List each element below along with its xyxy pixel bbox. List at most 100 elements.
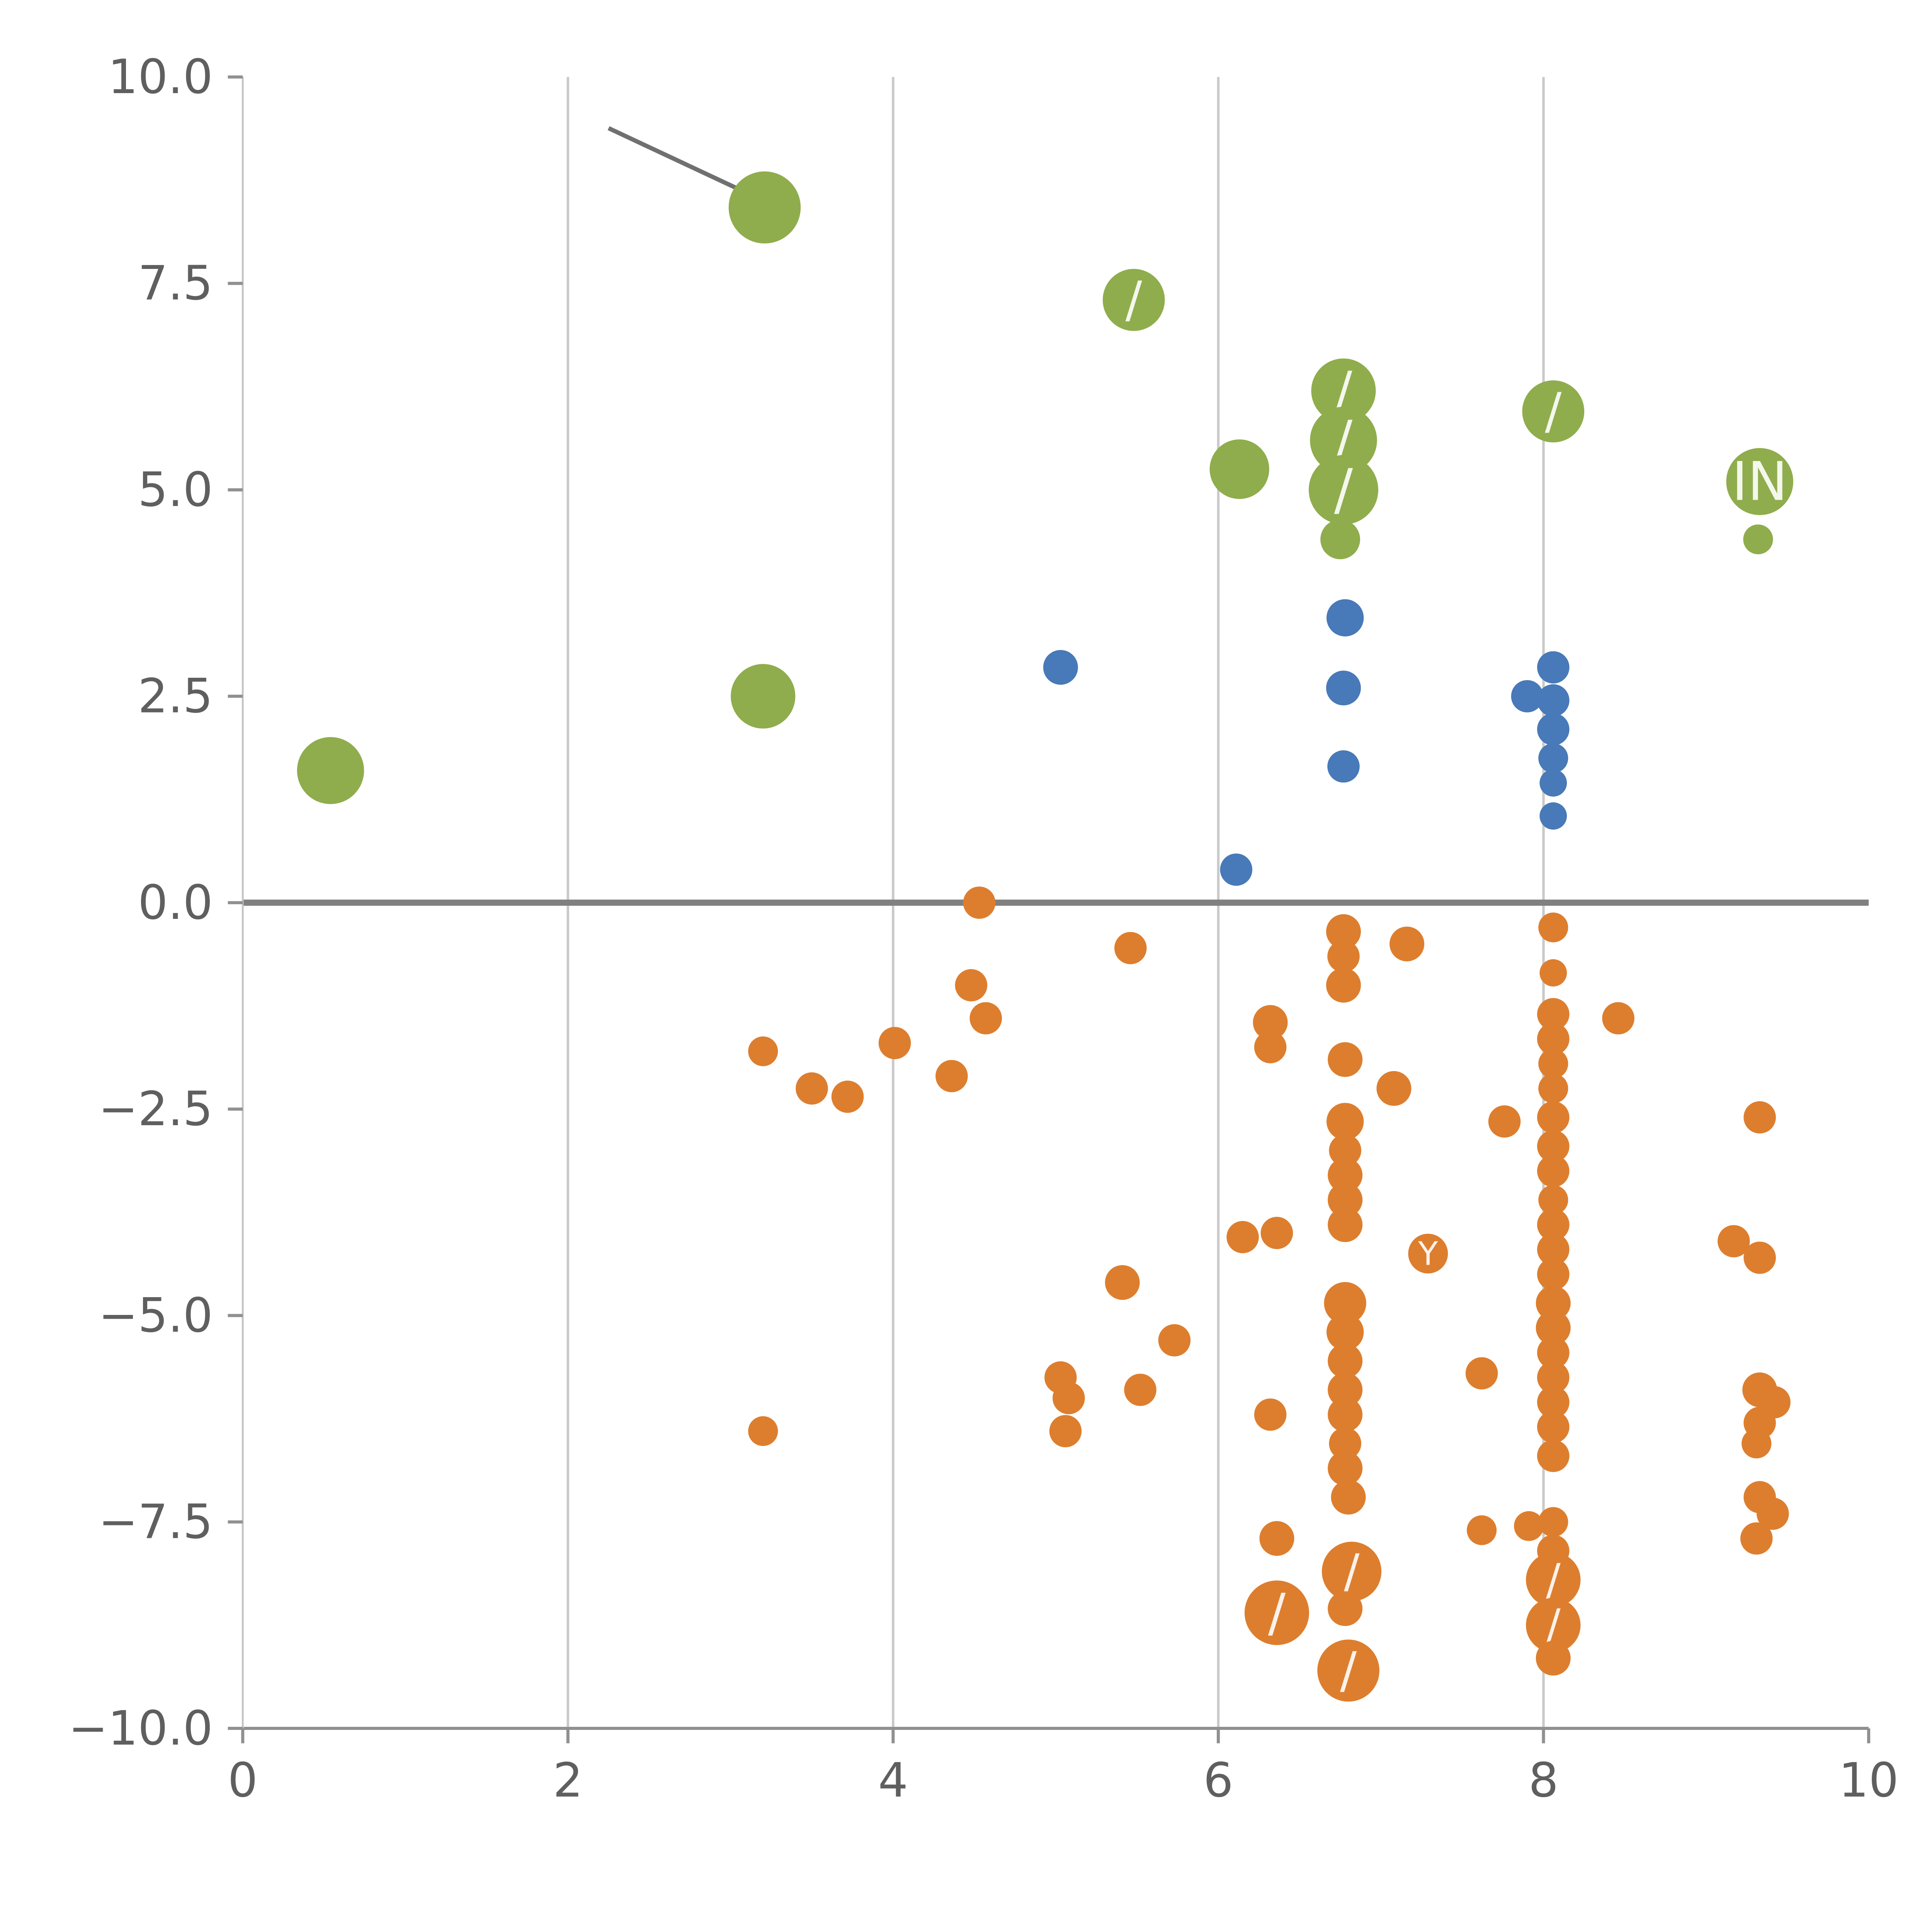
data-point-orange xyxy=(1537,1233,1570,1266)
data-point-orange xyxy=(878,1027,911,1060)
data-point-blue xyxy=(1511,680,1544,713)
data-point-blue xyxy=(1043,650,1078,685)
data-point-label: / xyxy=(1334,457,1353,522)
y-tick-label: −10.0 xyxy=(68,1701,213,1756)
data-point-orange xyxy=(1538,1507,1568,1537)
data-point-orange xyxy=(1537,1258,1570,1291)
data-point-green xyxy=(1102,269,1165,331)
data-point-orange xyxy=(1537,1022,1570,1055)
data-point-orange xyxy=(935,1060,968,1092)
data-point-orange xyxy=(969,1002,1002,1035)
data-point-orange xyxy=(1331,1480,1366,1515)
data-point-orange xyxy=(1326,914,1361,949)
data-point-green xyxy=(1522,380,1585,443)
y-tick-label: 7.5 xyxy=(138,256,213,311)
data-point-orange xyxy=(1328,1372,1363,1407)
y-tick-label: 10.0 xyxy=(108,49,213,104)
data-point-orange xyxy=(1105,1265,1140,1300)
x-tick-label: 8 xyxy=(1529,1753,1559,1808)
data-point-green xyxy=(1308,455,1378,525)
data-point-green xyxy=(1310,406,1377,474)
data-point-blue xyxy=(1537,651,1570,684)
data-point-blue xyxy=(1220,853,1253,886)
data-point-orange xyxy=(1538,1185,1568,1215)
y-tick-label: 2.5 xyxy=(138,669,213,724)
data-point-orange xyxy=(1526,1598,1581,1653)
data-point-orange xyxy=(1328,1397,1363,1432)
data-point-orange xyxy=(1259,1521,1294,1556)
data-point-label: / xyxy=(1545,383,1562,440)
data-point-orange xyxy=(1254,1031,1287,1063)
data-point-orange xyxy=(1538,1049,1568,1079)
x-tick-label: 0 xyxy=(228,1753,258,1808)
y-tick-label: −7.5 xyxy=(99,1495,213,1549)
data-point-label: / xyxy=(1340,1642,1357,1699)
data-point-orange xyxy=(1537,1155,1570,1187)
x-tick-label: 10 xyxy=(1838,1753,1898,1808)
data-point-orange xyxy=(1537,1386,1570,1418)
data-point-orange xyxy=(1328,1207,1363,1242)
data-point-blue xyxy=(1326,599,1364,637)
data-point-green xyxy=(297,737,364,804)
data-point-orange xyxy=(1602,1002,1634,1035)
data-point-orange xyxy=(1327,940,1360,973)
data-point-blue xyxy=(1537,684,1570,717)
data-point-orange xyxy=(1537,1361,1570,1394)
data-point-orange xyxy=(1538,912,1568,942)
data-point-orange xyxy=(1536,1310,1571,1345)
data-point-orange xyxy=(1321,1541,1382,1602)
data-point-orange xyxy=(831,1080,864,1113)
data-point-orange xyxy=(1376,1071,1412,1106)
y-tick-label: 5.0 xyxy=(138,462,213,517)
x-tick-label: 4 xyxy=(878,1753,908,1808)
data-point-orange xyxy=(1049,1415,1082,1447)
data-point-orange xyxy=(1326,968,1361,1003)
data-point-orange xyxy=(1124,1374,1156,1406)
data-point-blue xyxy=(1539,802,1567,830)
data-point-orange xyxy=(1317,1639,1379,1702)
data-point-orange xyxy=(748,1416,778,1446)
x-tick-label: 2 xyxy=(553,1753,583,1808)
data-point-label: / xyxy=(1546,1554,1561,1605)
data-point-orange xyxy=(1536,1641,1571,1676)
data-point-orange xyxy=(748,1036,778,1066)
data-point-orange xyxy=(1536,1286,1571,1321)
x-tick-label: 6 xyxy=(1203,1753,1233,1808)
data-point-label: / xyxy=(1268,1582,1286,1643)
data-point-blue xyxy=(1538,743,1568,773)
data-point-orange xyxy=(1328,1344,1363,1379)
data-point-green xyxy=(1726,448,1793,515)
data-point-label: IN xyxy=(1732,451,1787,513)
data-point-orange xyxy=(1467,1515,1497,1545)
data-point-orange xyxy=(1537,1336,1570,1369)
data-point-orange xyxy=(1488,1105,1521,1138)
data-point-orange xyxy=(1254,1398,1287,1431)
data-point-label: Y xyxy=(1418,1235,1438,1272)
data-point-orange xyxy=(1328,1158,1363,1193)
data-point-orange xyxy=(1742,1429,1772,1459)
data-point-orange xyxy=(1389,926,1425,961)
data-point-orange xyxy=(963,886,996,919)
data-point-orange xyxy=(1253,1005,1288,1040)
data-point-orange xyxy=(1537,998,1570,1031)
data-point-green xyxy=(1209,439,1269,499)
data-point-orange xyxy=(1514,1511,1544,1541)
data-point-green xyxy=(728,171,801,244)
data-point-orange xyxy=(1539,959,1567,987)
data-point-orange xyxy=(1328,1591,1363,1626)
data-point-orange xyxy=(1537,1440,1570,1472)
data-point-orange xyxy=(1538,1073,1568,1104)
data-point-orange xyxy=(1326,1103,1364,1140)
data-point-blue xyxy=(1537,713,1570,746)
data-point-green xyxy=(1320,519,1360,560)
data-point-orange xyxy=(1328,1182,1363,1218)
data-point-blue xyxy=(1326,670,1361,706)
data-point-orange xyxy=(1328,1451,1363,1486)
data-point-orange xyxy=(1718,1225,1750,1258)
data-point-orange xyxy=(955,969,988,1002)
data-point-orange xyxy=(1244,1580,1309,1645)
data-point-orange xyxy=(1743,1242,1776,1274)
data-point-label: / xyxy=(1344,1544,1360,1599)
data-point-orange xyxy=(1326,1313,1364,1351)
